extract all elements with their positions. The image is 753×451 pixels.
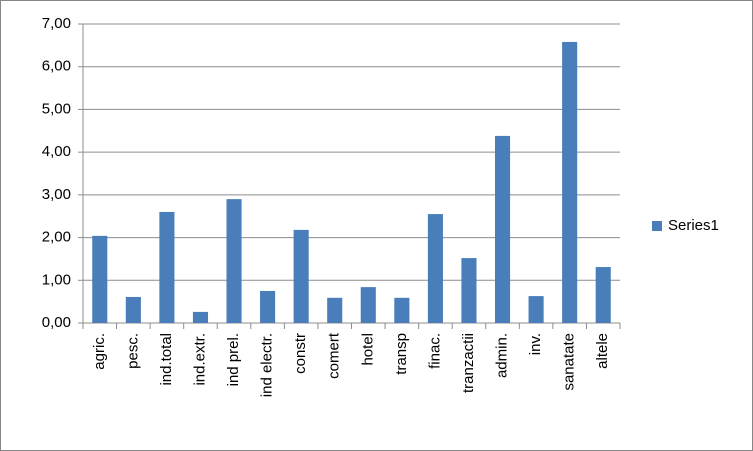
bar (595, 267, 611, 323)
x-tick-label: hotel (359, 333, 376, 366)
bar (125, 296, 141, 323)
x-tick-label: sanatate (561, 333, 578, 391)
y-tick-label: 0,00 (42, 314, 71, 331)
bar (92, 235, 108, 323)
y-tick-label: 4,00 (42, 143, 71, 160)
x-tick-label: transp (393, 333, 410, 375)
x-tick-label: ind electr. (259, 333, 276, 397)
y-tick-label: 3,00 (42, 186, 71, 203)
y-tick-label: 1,00 (42, 271, 71, 288)
x-tick-label: ind.extr. (191, 333, 208, 386)
x-tick-label: admin. (494, 333, 511, 378)
x-tick-label: comert (326, 332, 343, 379)
bar (494, 135, 511, 323)
bar (427, 214, 443, 323)
legend-label: Series1 (668, 217, 719, 234)
bar (192, 311, 209, 323)
x-tick-label: ind.total (158, 333, 175, 386)
x-tick-label: constr (292, 333, 309, 374)
legend-swatch (652, 221, 662, 231)
x-tick-label: ind prel. (225, 333, 242, 386)
x-tick-label: altele (594, 333, 611, 369)
y-tick-label: 5,00 (42, 100, 71, 117)
x-tick-label: agric. (91, 333, 108, 370)
bar (260, 290, 276, 323)
bar (528, 296, 544, 323)
bar (562, 41, 578, 323)
y-tick-label: 2,00 (42, 229, 71, 246)
y-tick-label: 7,00 (42, 15, 71, 32)
bar (327, 297, 343, 323)
y-tick-label: 6,00 (42, 58, 71, 75)
x-tick-label: tranzactii (460, 333, 477, 393)
bar (293, 229, 309, 323)
bar (394, 297, 410, 323)
bar (159, 211, 175, 323)
x-tick-label: pesc. (124, 333, 141, 369)
bar (360, 287, 376, 323)
bar (461, 258, 477, 323)
x-tick-label: finac. (426, 333, 443, 369)
x-tick-label: inv. (527, 333, 544, 355)
bar (226, 199, 242, 323)
